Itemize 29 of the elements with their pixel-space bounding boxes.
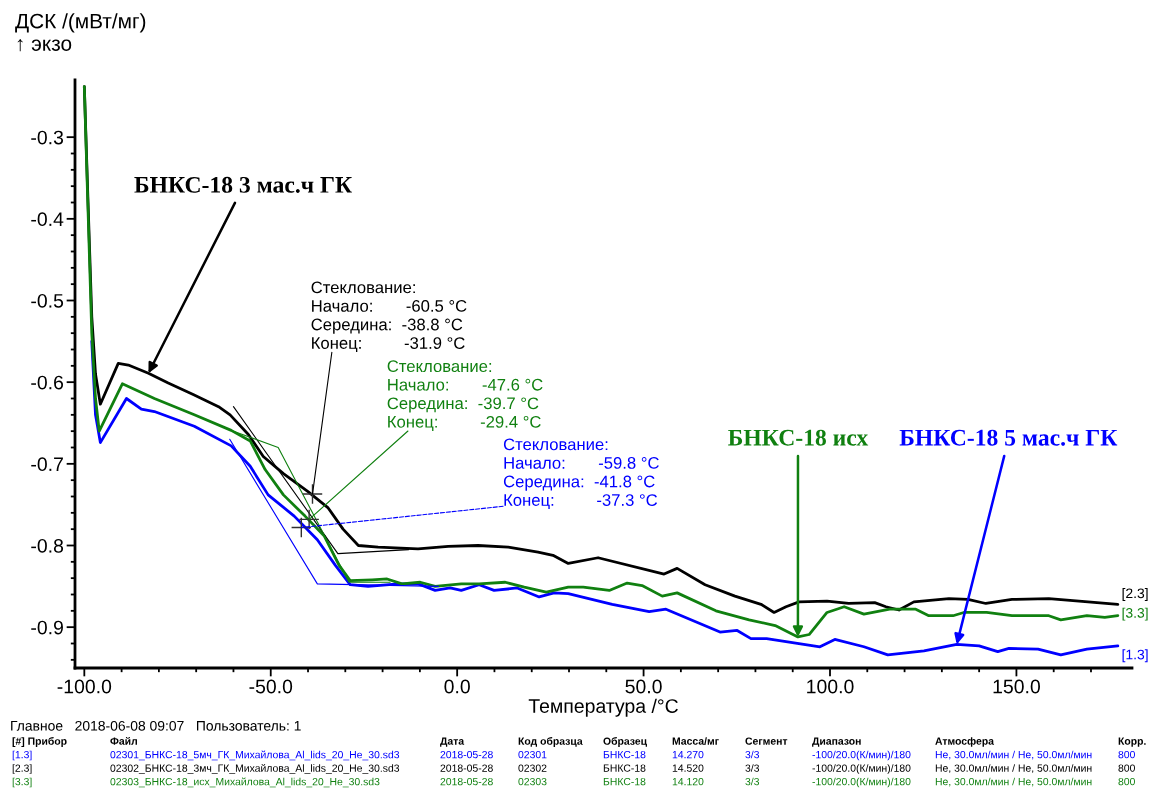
x-axis-title: Температура /°C: [528, 698, 678, 717]
annotation: Стеклование: Начало: -59.8 °C Середина: -41.8 °C Конец: -37.3 °C: [503, 438, 659, 510]
x-tick-label: 0.0: [444, 679, 470, 694]
annotation: [1.3]: [1122, 649, 1148, 663]
x-tick-label: -100.0: [57, 679, 112, 694]
annotation: [3.3]: [1122, 607, 1148, 621]
y-tick-label: -0.3: [31, 130, 64, 145]
y-tick-label: -0.4: [31, 212, 64, 227]
series-label: БНКС-18 3 мас.ч ГК: [134, 176, 352, 193]
y-tick-label: -0.6: [31, 375, 64, 390]
y-tick-label: -0.5: [31, 293, 64, 308]
x-tick-label: 50.0: [625, 679, 662, 694]
annotation: Стеклование: Начало: -60.5 °C Середина: -38.8 °C Конец: -31.9 °C: [311, 281, 467, 353]
annotation: Стеклование: Начало: -47.6 °C Середина: -39.7 °C Конец: -29.4 °C: [387, 360, 543, 431]
text: [#] Прибор Файл Дата Код образца Образец Масса/мг Сегмент Диапазон Атмосфера Корр.: [12, 736, 1146, 747]
text: БНКС-18 исх: [728, 429, 869, 446]
annotation: [2.3]: [1122, 588, 1148, 601]
text: [3.3] 02303_БНКС-18_исх_Михайлова_Al_lids_20_He_30.sd3 2018-05-28 02303 БНКС-18 14.120 3/3 -100/20.0(К/мин)/180 He, 30.0мл/мин / He, 50.0мл/мин 800: [12, 777, 1135, 788]
text: БНКС-18 5 мас.ч ГК: [899, 429, 1118, 446]
text: [2.3] 02302_БНКС-18_3мч_ГК_Михайлова_Al_lids_20_He_30.sd3 2018-05-28 02302 БНКС-18 14.520 3/3 -100/20.0(К/мин)/180 He, 30.0мл/мин / He, 50.0мл/мин 800: [12, 764, 1135, 774]
x-tick-label: -50.0: [249, 679, 293, 694]
text: Главное 2018-06-08 09:07 Пользователь: 1: [11, 720, 301, 731]
x-tick-label: 100.0: [807, 679, 854, 694]
text: [1.3] 02301_БНКС-18_5мч_ГК_Михайлова_Al_lids_20_He_30.sd3 2018-05-28 02301 БНКС-18 14.270 3/3 -100/20.0(К/мин)/180 He, 30.0мл/мин / He, 50.0мл/мин 800: [12, 750, 1135, 761]
y-axis-title: ДСК /(мВт/мг) ↑ экзо: [15, 13, 146, 52]
y-tick-label: -0.9: [31, 620, 63, 635]
y-tick-label: -0.7: [31, 457, 63, 472]
x-tick-label: 150.0: [993, 679, 1040, 694]
y-tick-label: -0.8: [31, 538, 64, 553]
